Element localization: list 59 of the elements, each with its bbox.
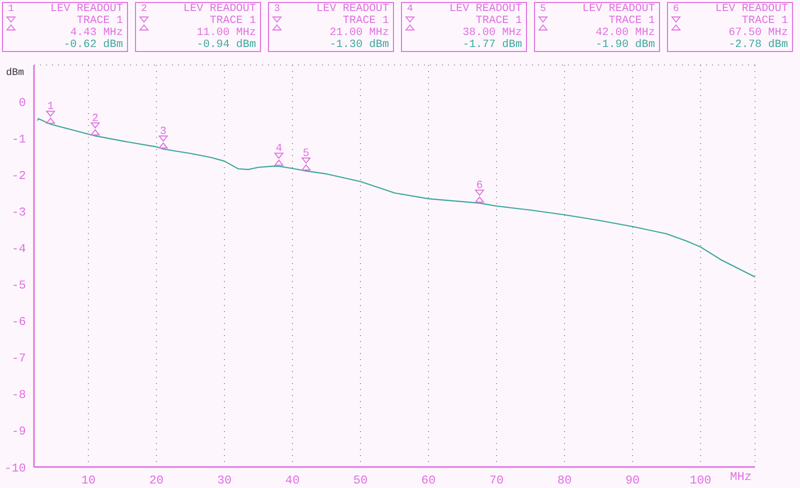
- text: 6: [672, 4, 679, 15]
- text: LEV READOUT: [582, 3, 655, 15]
- text: TRACE 1: [76, 15, 123, 27]
- text: LEV READOUT: [449, 3, 522, 15]
- text: 4: [406, 4, 413, 15]
- x-tick-label: 90: [625, 474, 640, 488]
- text: -0.62 dBm: [62, 39, 123, 51]
- text: -1.30 dBm: [328, 39, 389, 51]
- annotation: 2: [92, 112, 99, 125]
- text: TRACE 1: [740, 15, 788, 27]
- text: -1.77 dBm: [462, 39, 522, 51]
- y-tick-label: -4: [12, 242, 26, 256]
- x-tick-label: 70: [489, 474, 504, 488]
- y-tick-label: -7: [12, 352, 26, 366]
- text: TRACE 1: [342, 15, 389, 27]
- text: LEV READOUT: [183, 3, 256, 15]
- x-tick-label: 80: [557, 474, 572, 488]
- annotation: 5: [302, 148, 310, 160]
- text: 1: [8, 4, 14, 15]
- text: LEV READOUT: [316, 3, 389, 15]
- text: 3: [274, 4, 280, 15]
- text: 5: [540, 4, 546, 15]
- annotation: 3: [160, 126, 167, 138]
- text: 38.00 MHz: [462, 27, 522, 39]
- text: TRACE 1: [608, 15, 655, 27]
- y-tick-label: -10: [4, 461, 26, 476]
- text: 21.00 MHz: [328, 27, 389, 39]
- text: 11.00 MHz: [196, 27, 256, 39]
- y-tick-label: -1: [12, 132, 26, 146]
- y-tick-label: -6: [12, 315, 26, 330]
- x-tick-label: 100: [690, 474, 712, 488]
- x-tick-label: 10: [81, 474, 96, 488]
- text: 67.50 MHz: [728, 27, 788, 39]
- annotation: 4: [276, 143, 283, 156]
- text: 42.00 MHz: [594, 27, 655, 39]
- y-tick-label: -2: [12, 168, 26, 183]
- annotation: 1: [47, 101, 54, 114]
- text: LEV READOUT: [50, 3, 123, 15]
- text: 4.43 MHz: [69, 27, 123, 39]
- y-tick-label: -3: [12, 205, 26, 220]
- y-tick-label: 0: [18, 96, 26, 110]
- x-tick-label: 50: [353, 474, 368, 488]
- annotation: 6: [476, 180, 483, 192]
- text: -1.90 dBm: [594, 39, 655, 51]
- x-axis-title: MHz: [730, 470, 752, 484]
- text: TRACE 1: [208, 15, 256, 27]
- text: -0.94 dBm: [196, 39, 256, 51]
- x-tick-label: 30: [217, 474, 232, 488]
- y-tick-label: -8: [12, 388, 26, 402]
- y-axis-title: dBm: [6, 68, 24, 79]
- text: 2: [140, 4, 147, 15]
- x-tick-label: 40: [285, 474, 300, 488]
- x-tick-label: 60: [421, 474, 436, 488]
- y-tick-label: -9: [12, 424, 26, 439]
- y-tick-label: -5: [12, 278, 26, 293]
- text: -2.78 dBm: [728, 39, 788, 51]
- x-tick-label: 20: [149, 474, 164, 488]
- text: TRACE 1: [474, 15, 522, 27]
- text: LEV READOUT: [715, 3, 788, 15]
